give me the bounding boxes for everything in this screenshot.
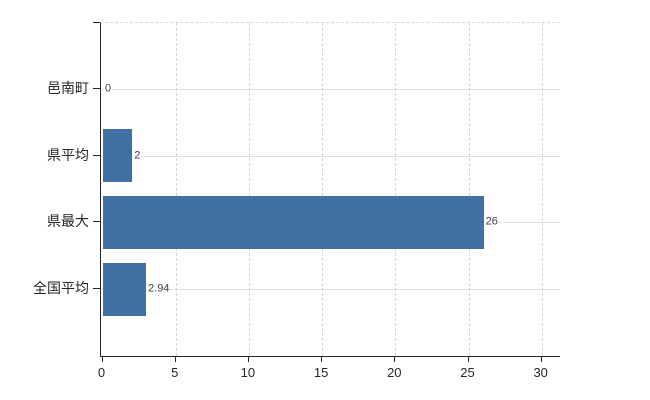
x-axis-label-0: 0 — [97, 365, 106, 380]
x-axis-tick-20 — [394, 356, 396, 362]
y-axis-tick-0 — [93, 88, 100, 89]
x-axis-tick-5 — [174, 356, 176, 362]
y-axis-top-tick — [93, 22, 100, 23]
vertical-gridline-30 — [541, 23, 543, 356]
bar-3 — [103, 262, 147, 316]
y-axis-label-3: 全国平均 — [33, 280, 89, 297]
x-axis-tick-10 — [247, 356, 249, 362]
y-axis-label-2: 県最大 — [47, 213, 89, 230]
y-axis-tick-2 — [93, 221, 100, 223]
data-label-0: 0 — [104, 82, 113, 96]
plot-area: 0 2 26 2.94 — [100, 22, 560, 357]
x-axis-tick-15 — [321, 356, 323, 362]
x-axis-label-10: 10 — [240, 365, 256, 380]
bar-2 — [103, 195, 484, 249]
horizontal-gridline-0 — [101, 89, 560, 90]
y-axis-label-0: 邑南町 — [47, 80, 89, 96]
x-axis-tick-25 — [467, 356, 469, 362]
vertical-gridline-20 — [395, 23, 397, 356]
data-label-3: 2.94 — [147, 282, 171, 296]
x-axis-label-5: 5 — [171, 365, 179, 380]
vertical-gridline-5 — [175, 23, 177, 356]
bar-1 — [103, 129, 133, 183]
x-axis-label-25: 25 — [460, 365, 475, 380]
horizontal-gridline-1 — [101, 155, 560, 157]
data-label-1: 2 — [133, 149, 142, 163]
x-axis-tick-30 — [540, 356, 542, 362]
horizontal-gridline-3 — [101, 289, 560, 291]
x-axis-label-20: 20 — [387, 365, 402, 380]
x-axis-label-15: 15 — [313, 365, 329, 380]
vertical-gridline-15 — [322, 23, 324, 356]
x-axis-tick-0 — [101, 356, 103, 362]
y-axis-tick-3 — [93, 288, 100, 290]
x-axis-label-30: 30 — [533, 365, 548, 380]
y-axis-label-1: 県平均 — [47, 146, 89, 163]
vertical-gridline-25 — [468, 23, 470, 356]
y-axis-tick-1 — [93, 154, 100, 156]
vertical-gridline-10 — [248, 23, 250, 356]
data-label-2: 26 — [484, 215, 499, 229]
